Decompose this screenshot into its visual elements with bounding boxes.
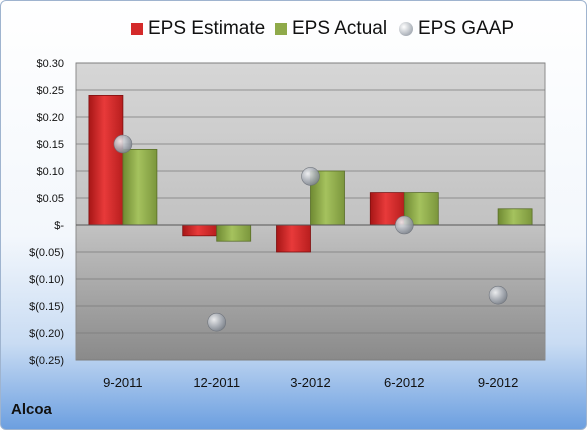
- y-tick-label: $(0.15): [29, 301, 64, 313]
- legend-item-eps-gaap: EPS GAAP: [399, 18, 514, 40]
- x-tick-label: 6-2012: [384, 375, 424, 390]
- company-name: Alcoa: [11, 401, 52, 418]
- bar-eps-actual: [497, 208, 533, 226]
- y-tick-label: $0.25: [36, 85, 64, 97]
- x-tick-label: 9-2011: [103, 375, 143, 390]
- y-tick-label: $0.20: [36, 112, 64, 124]
- marker-eps-gaap: [301, 167, 320, 186]
- x-tick-label: 12-2011: [193, 375, 240, 390]
- x-tick-label: 3-2012: [290, 375, 330, 390]
- x-tick-label: 9-2012: [478, 375, 518, 390]
- legend-swatch-estimate: [131, 23, 143, 35]
- bar-eps-estimate: [276, 224, 311, 253]
- legend-label-gaap: EPS GAAP: [418, 18, 515, 39]
- legend-swatch-actual: [275, 23, 287, 35]
- y-tick-label: $(0.20): [29, 328, 64, 340]
- y-tick-label: $(0.05): [29, 247, 64, 259]
- legend-label-actual: EPS Actual: [292, 18, 388, 39]
- y-tick-label: $(0.10): [29, 274, 64, 286]
- y-tick-label: $(0.25): [29, 355, 64, 367]
- bar-eps-estimate: [88, 95, 124, 226]
- bar-eps-estimate: [182, 224, 218, 237]
- legend-label-estimate: EPS Estimate: [148, 18, 266, 39]
- marker-eps-gaap: [394, 215, 414, 235]
- legend-item-eps-actual: EPS Actual: [275, 18, 387, 40]
- marker-eps-gaap: [113, 134, 133, 154]
- marker-eps-gaap: [207, 312, 226, 332]
- bar-eps-actual: [122, 148, 158, 226]
- bar-eps-actual: [216, 224, 252, 242]
- y-tick-label: $0.10: [36, 166, 64, 178]
- legend-item-eps-estimate: EPS Estimate: [131, 18, 265, 40]
- legend-swatch-gaap: [399, 22, 413, 36]
- y-tick-label: $-: [54, 220, 64, 232]
- y-tick-label: $0.05: [36, 193, 64, 205]
- marker-eps-gaap: [488, 285, 508, 305]
- y-tick-label: $0.15: [36, 139, 64, 151]
- legend: EPS Estimate EPS Actual EPS GAAP: [1, 18, 586, 42]
- y-tick-label: $0.30: [36, 58, 64, 70]
